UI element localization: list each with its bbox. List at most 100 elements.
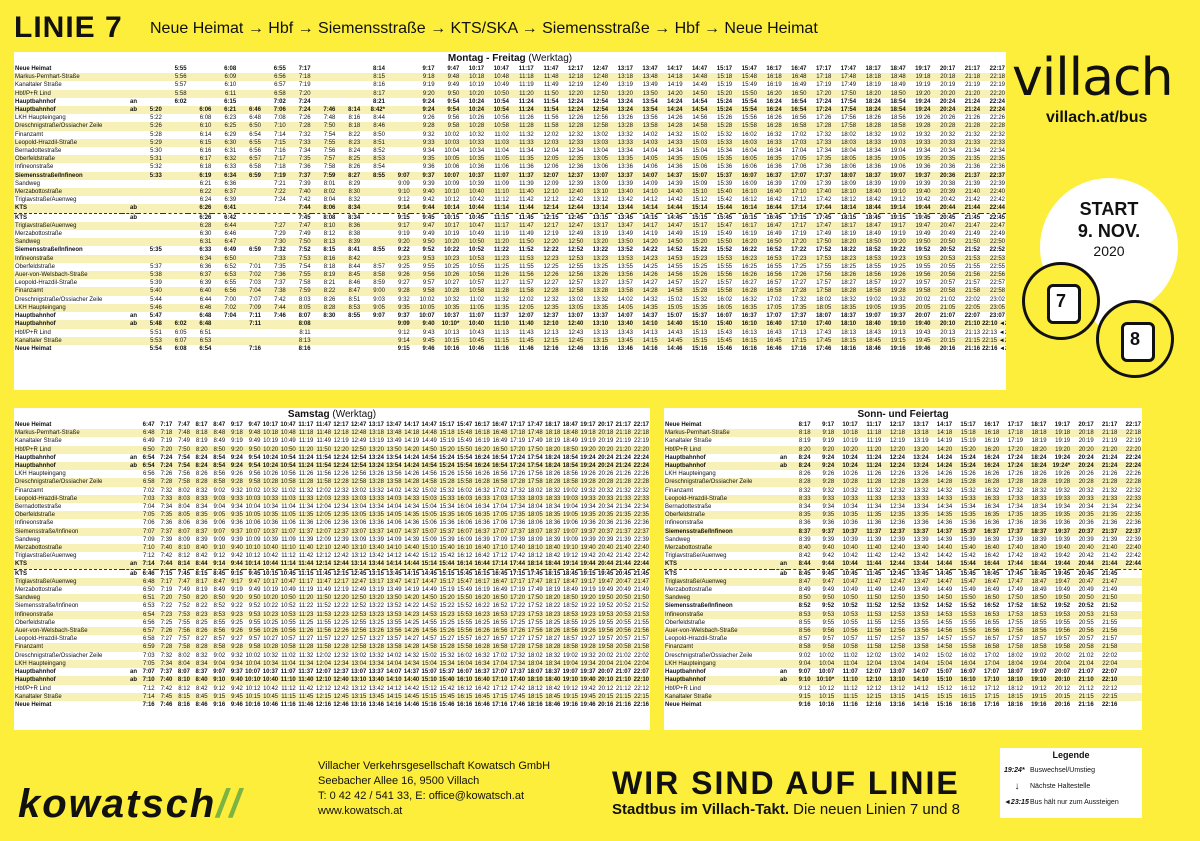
departure-time: 17:48 — [832, 73, 858, 82]
departure-time: 18:36 — [1031, 520, 1047, 527]
departure-time: 22:24 — [981, 106, 1006, 115]
departure-time: 12:37 — [882, 527, 906, 536]
departure-time: 15:52 — [960, 603, 976, 610]
departure-time — [138, 196, 163, 204]
departure-time: 21:16 — [1078, 701, 1094, 708]
departure-time: 21:35 — [1094, 511, 1119, 520]
departure-time: 8:44 — [190, 560, 209, 570]
departure-time: 17:28 — [508, 643, 527, 652]
departure-time: 17:25 — [791, 263, 807, 270]
departure-time: 17:26 — [816, 115, 832, 122]
departure-time: 21:10 — [614, 676, 632, 685]
departure-time: 8:35 — [788, 511, 812, 520]
departure-time: 12:05 — [314, 511, 333, 520]
departure-time: 18:02 — [527, 487, 543, 494]
departure-time: 22:02 — [633, 652, 649, 659]
departure-time: 15:44 — [708, 204, 734, 214]
departure-time: 22:42 — [633, 553, 649, 560]
departure-time: 15:49 — [717, 231, 733, 238]
departure-time: 15:58 — [733, 122, 758, 131]
departure-time: 22:44 — [1118, 560, 1142, 570]
departure-time: 7:11 — [249, 313, 261, 320]
departure-time: 10:52 — [280, 603, 296, 610]
departure-time: 8:50 — [373, 131, 385, 138]
departure-time: 9:20 — [410, 89, 436, 98]
departure-time: 14:57 — [937, 636, 953, 643]
departure-time: 18:37 — [840, 313, 857, 320]
table-row: Oberfeldstraße 6:56 7:25 7:55 8:25 8:55 9:25 9:… — [14, 619, 650, 627]
departure-time: 10:35 — [835, 511, 859, 520]
departure-time: 14:33 — [402, 494, 421, 504]
departure-time: 18:16 — [840, 345, 857, 352]
departure-time — [385, 155, 411, 164]
departure-time: 18:09 — [841, 180, 857, 187]
departure-time: 11:32 — [519, 131, 534, 138]
arrival-departure-flag — [122, 263, 138, 271]
departure-time: 16:12 — [960, 685, 976, 692]
departure-time: 13:03 — [584, 138, 610, 148]
departure-time: 12:18 — [559, 73, 585, 82]
departure-time: 11:26 — [296, 627, 315, 636]
departure-time: 15:57 — [457, 636, 473, 643]
departure-time: 8:06 — [178, 520, 190, 527]
departure-time: 19:04 — [890, 148, 906, 155]
departure-time: 9:49 — [447, 82, 460, 89]
departure-time: 17:33 — [508, 494, 527, 504]
departure-time: 8:47 — [336, 287, 362, 296]
departure-time: 15:50 — [708, 238, 734, 247]
departure-time: 8:16 — [373, 82, 385, 89]
departure-time: 9:20 — [226, 445, 244, 454]
departure-time: 21:44 — [614, 560, 632, 570]
departure-time: 16:34 — [766, 148, 782, 155]
departure-time: 11:07 — [842, 669, 858, 676]
departure-time: 14:18 — [658, 73, 684, 82]
departure-time: 12:26 — [333, 471, 349, 478]
departure-time: 20:24 — [597, 454, 614, 461]
departure-time: 16:32 — [474, 487, 490, 494]
departure-time: 19:20 — [579, 594, 597, 603]
departure-time: 22:04 — [1094, 659, 1119, 669]
departure-time: 13:25 — [593, 263, 609, 270]
departure-time: 21:24 — [964, 98, 981, 105]
departure-time: 15:32 — [717, 131, 733, 138]
departure-time: 16:16 — [960, 701, 976, 708]
departure-time: 20:55 — [1078, 619, 1094, 626]
departure-time: 14:45 — [402, 692, 421, 701]
departure-time: 14:03 — [384, 494, 403, 504]
departure-time: 12:37 — [559, 171, 585, 180]
arrival-departure-flag — [122, 238, 138, 247]
departure-time: 21:42 — [1102, 553, 1118, 560]
departure-time: 8:08 — [286, 320, 312, 329]
departure-time — [361, 180, 386, 188]
departure-time: 12:04 — [316, 504, 332, 511]
stop-name: Bernadottestraße — [15, 504, 62, 511]
stop-name: Kanaltaler Straße — [15, 438, 62, 445]
table-row: LKH Haupteingang 7:05 7:34 8:04 8:34 9:04 9:34… — [14, 659, 650, 669]
departure-time: 17:05 — [490, 511, 509, 520]
departure-time: 17:34 — [1007, 504, 1023, 511]
departure-time: 16:17 — [766, 66, 782, 72]
departure-time: 16:54 — [492, 454, 508, 461]
departure-time: 9:05 — [361, 303, 386, 313]
departure-time: 13:52 — [913, 603, 929, 610]
departure-time: 12:50 — [559, 238, 585, 247]
departure-time: 11:23 — [485, 254, 510, 263]
departure-time: 17:28 — [508, 478, 527, 487]
departure-time: 21:18 — [956, 73, 982, 82]
departure-time: 12:17 — [567, 66, 584, 72]
departure-time: 14:56 — [658, 271, 684, 280]
departure-time: 15:24 — [953, 462, 977, 471]
departure-time: 19:26 — [915, 115, 931, 122]
departure-time: 18:39 — [865, 180, 881, 187]
departure-time: 8:16 — [298, 345, 311, 352]
departure-time: 15:10 — [929, 676, 954, 685]
departure-time: 12:28 — [332, 478, 350, 487]
departure-time: 13:56 — [905, 627, 930, 636]
departure-time: 16:47 — [976, 577, 1001, 587]
departure-time: 16:34 — [473, 659, 491, 669]
departure-time: 14:49 — [937, 587, 953, 594]
departure-time: 12:58 — [349, 643, 368, 652]
departure-time: 21:20 — [1094, 445, 1119, 454]
departure-time: 21:24 — [956, 106, 982, 115]
departure-time: 7:17 — [155, 577, 174, 587]
